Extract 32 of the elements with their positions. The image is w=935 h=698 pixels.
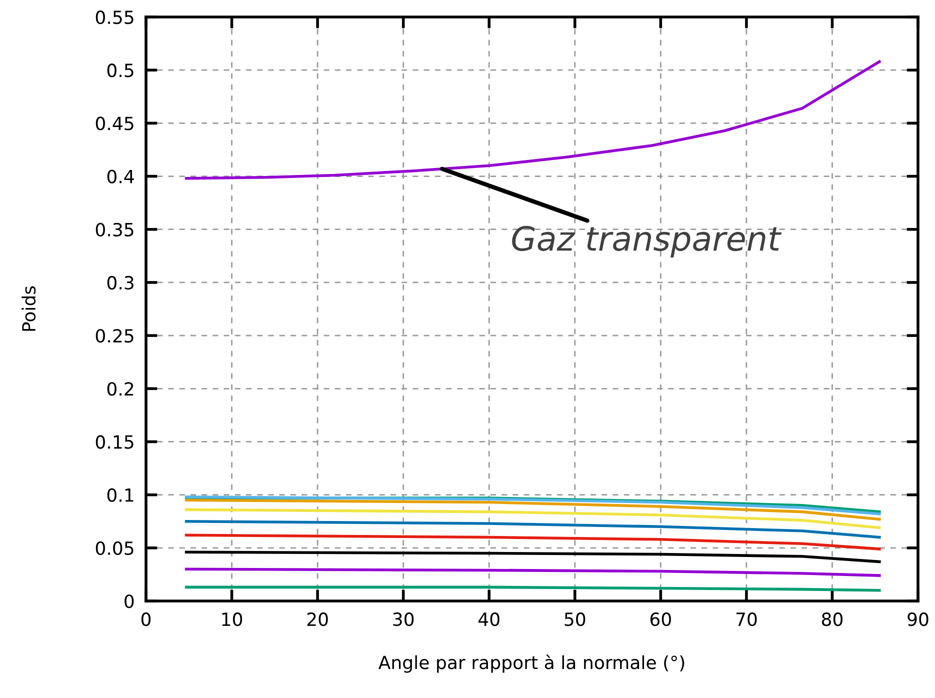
- x-tick-label: 60: [650, 612, 671, 626]
- y-axis-title: Poids: [22, 286, 36, 331]
- line-series: [184, 568, 881, 577]
- y-tick-label: 0: [124, 594, 134, 608]
- line-series: [184, 534, 881, 550]
- x-tick-label: 70: [736, 612, 757, 626]
- y-tick-label: 0.3: [107, 276, 134, 290]
- x-tick-label: 10: [222, 612, 242, 626]
- annotation: Gaz transparent: [512, 226, 782, 258]
- x-tick-label: 20: [307, 612, 328, 626]
- y-tick-label: 0.4: [107, 170, 134, 184]
- x-tick-label: 90: [908, 612, 928, 626]
- y-tick-label: 0.5: [107, 64, 134, 78]
- y-tick-label: 0.35: [96, 222, 134, 236]
- y-tick-label: 0.45: [96, 116, 134, 130]
- y-tick-label: 0.1: [107, 488, 134, 502]
- y-tick-label: 0.55: [96, 10, 134, 24]
- x-tick-label: 0: [141, 612, 151, 626]
- x-tick-label: 40: [478, 612, 500, 626]
- x-tick-label: 50: [564, 612, 586, 626]
- line-series: [184, 60, 881, 180]
- line-series: [184, 550, 881, 564]
- x-tick-label: 30: [393, 612, 414, 626]
- line-series: [184, 508, 881, 530]
- y-tick-label: 0.15: [96, 435, 134, 449]
- y-tick-label: 0.2: [107, 382, 134, 396]
- x-axis-title: Angle par rapport à la normale (°): [378, 654, 684, 673]
- line-series: [184, 498, 881, 521]
- x-tick-label: 80: [822, 612, 843, 626]
- y-tick-label: 0.05: [96, 541, 134, 556]
- line-series: [184, 520, 881, 539]
- y-tick-label: 0.25: [96, 329, 134, 343]
